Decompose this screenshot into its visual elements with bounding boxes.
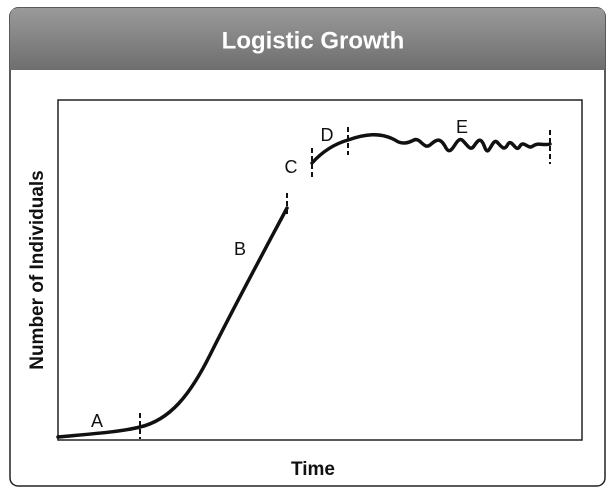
header-band bbox=[10, 8, 605, 70]
phase-label: D bbox=[321, 125, 334, 145]
phase-label: C bbox=[285, 157, 298, 177]
title: Logistic Growth bbox=[222, 27, 405, 54]
phase-label: B bbox=[234, 239, 246, 259]
phase-label: A bbox=[91, 411, 103, 431]
phase-label: E bbox=[456, 117, 468, 137]
plot-area bbox=[57, 99, 583, 441]
plateau-curve bbox=[310, 133, 552, 165]
x-axis-label: Time bbox=[291, 459, 335, 480]
growth-curve bbox=[56, 206, 289, 439]
y-axis-label: Number of Individuals bbox=[27, 170, 48, 370]
